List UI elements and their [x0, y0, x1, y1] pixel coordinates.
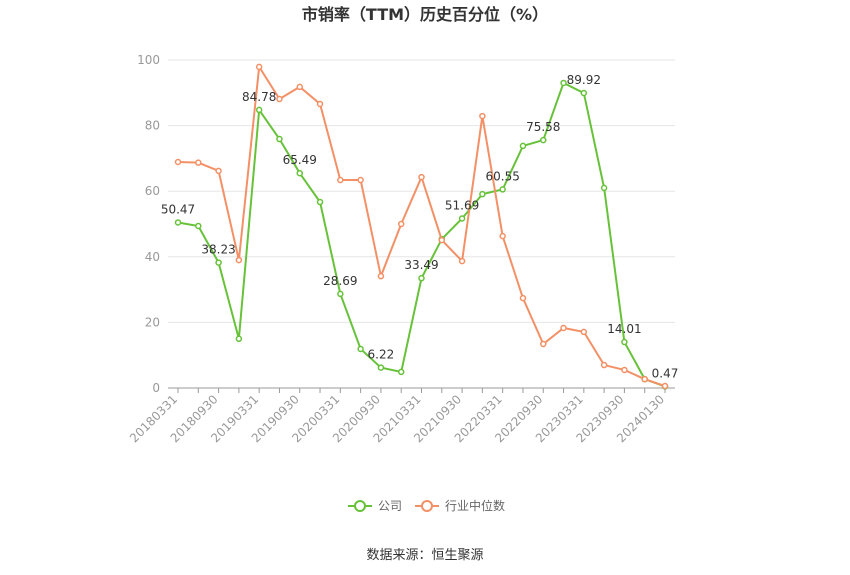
point: [397, 220, 405, 228]
y-tick-label: 100: [137, 53, 160, 67]
point: [418, 274, 425, 282]
data-label: 60.55: [485, 169, 519, 183]
point: [418, 173, 425, 181]
point: [174, 158, 182, 166]
point: [397, 368, 405, 376]
point: [316, 198, 324, 206]
point: [621, 366, 628, 374]
point: [337, 176, 344, 184]
point: [621, 338, 628, 346]
point: [519, 142, 527, 150]
point: [174, 219, 182, 226]
point: [540, 340, 547, 348]
series-line: [177, 63, 666, 387]
point: [438, 236, 446, 244]
point: [357, 176, 364, 184]
data-label: 28.69: [323, 274, 357, 288]
legend-label: 行业中位数: [445, 498, 505, 513]
point: [215, 167, 222, 175]
point: [560, 79, 567, 87]
data-label: 89.92: [567, 73, 601, 87]
point: [377, 272, 385, 280]
point: [276, 95, 283, 103]
series-line: [177, 81, 666, 388]
point: [499, 232, 506, 240]
data-label: 51.69: [445, 198, 479, 212]
legend-marker: [421, 500, 433, 512]
data-label: 65.49: [283, 153, 317, 167]
point: [600, 184, 608, 192]
legend-item[interactable]: 行业中位数: [415, 498, 505, 513]
data-label: 6.22: [368, 348, 395, 362]
legend-item[interactable]: 公司: [348, 499, 402, 513]
point: [580, 89, 588, 97]
point: [479, 112, 486, 120]
point: [661, 382, 669, 390]
source: 数据来源：恒生聚源: [366, 548, 483, 563]
data-label: 0.47: [652, 366, 679, 380]
point: [337, 290, 344, 298]
point: [560, 324, 567, 332]
data-label: 50.47: [161, 202, 195, 216]
y-tick-label: 80: [145, 119, 160, 133]
legend-label: 公司: [378, 499, 402, 513]
point: [641, 375, 648, 383]
point: [357, 345, 364, 353]
point: [255, 106, 263, 114]
point: [540, 136, 547, 144]
point: [296, 169, 303, 177]
data-label: 38.23: [201, 243, 235, 257]
data-label: 14.01: [607, 322, 641, 336]
point: [458, 215, 466, 222]
data-label: 33.49: [404, 258, 438, 272]
point: [458, 257, 466, 265]
point: [195, 159, 202, 166]
point: [479, 190, 486, 198]
legend-marker: [354, 500, 366, 512]
data-label: 84.78: [242, 90, 276, 104]
point: [377, 364, 385, 371]
chart-title: 市销率（TTM）历史百分位（%）: [302, 5, 548, 24]
y-tick-label: 60: [145, 184, 160, 198]
y-tick-label: 0: [152, 381, 160, 395]
point: [580, 328, 588, 336]
point: [235, 335, 243, 343]
point: [255, 63, 263, 71]
point: [195, 222, 202, 230]
data-label: 75.58: [526, 120, 560, 134]
point: [276, 135, 283, 143]
point: [235, 256, 243, 264]
point: [296, 83, 303, 91]
point: [215, 259, 222, 266]
point: [316, 100, 324, 108]
point: [499, 186, 506, 193]
point: [519, 294, 527, 302]
point: [600, 361, 608, 369]
y-tick-label: 20: [145, 315, 160, 329]
y-tick-label: 40: [145, 250, 160, 264]
